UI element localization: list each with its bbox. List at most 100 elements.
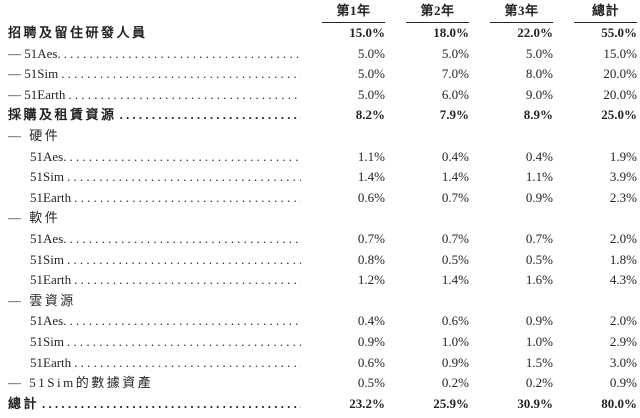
cell-year3 — [469, 208, 553, 229]
dot-leader — [69, 229, 301, 250]
cell-year2: 7.9% — [439, 107, 469, 123]
row-label-cell: — 51Aes. — [8, 44, 301, 65]
row-label: 51Earth — [30, 354, 72, 370]
cell-total — [553, 208, 637, 229]
cell-total: 80.0% — [601, 395, 637, 411]
column-header-total: 總計 — [553, 0, 637, 23]
cell-year2: 1.0% — [441, 333, 469, 349]
row-label-cell: — 51Sim — [8, 64, 301, 85]
cell-total: 2.0% — [609, 313, 637, 329]
cell-year2 — [385, 126, 469, 147]
dot-leader — [67, 250, 301, 271]
cell-year2 — [385, 208, 469, 229]
dot-leader — [42, 394, 301, 415]
dot-leader — [79, 291, 301, 312]
cell-year1: 0.7% — [357, 230, 385, 246]
table-row: 51Aes. 1.1% 0.4% 0.4% 1.9% — [8, 147, 637, 168]
row-label-cell: — 雲資源 — [8, 291, 301, 312]
row-label: 51Earth — [30, 272, 72, 288]
table-row: 總計 23.2% 25.9% 30.9% 80.0% — [8, 394, 637, 415]
dot-leader — [61, 64, 301, 85]
row-label-cell: 51Sim — [8, 167, 301, 188]
cell-year1: 23.2% — [349, 395, 385, 411]
cell-year1: 0.6% — [357, 189, 385, 205]
cell-total: 1.9% — [609, 148, 637, 164]
row-label-cell: — 51Sim的數據資產 — [8, 373, 301, 394]
cell-total — [553, 291, 637, 312]
table-row: 51Earth 0.6% 0.7% 0.9% 2.3% — [8, 188, 637, 209]
row-label: 51Aes. — [30, 313, 67, 329]
cell-total: 2.0% — [609, 230, 637, 246]
row-label: 51Aes. — [30, 148, 67, 164]
row-label: 51Sim — [30, 169, 64, 185]
row-label-cell: — 51Earth — [8, 85, 301, 106]
dot-leader — [120, 105, 301, 126]
cell-year1 — [301, 208, 385, 229]
cell-year2: 6.0% — [441, 86, 469, 102]
column-header-year2: 第2年 — [385, 0, 469, 23]
dot-leader — [69, 311, 301, 332]
cell-year3: 0.9% — [525, 189, 553, 205]
row-label: 總計 — [8, 395, 40, 411]
cell-year3: 1.1% — [525, 169, 553, 185]
dot-leader — [63, 126, 301, 147]
cell-year2: 0.5% — [441, 251, 469, 267]
dot-leader — [74, 188, 301, 209]
cell-year2 — [385, 291, 469, 312]
table-row: — 硬件 — [8, 126, 637, 147]
cell-year2: 1.4% — [441, 169, 469, 185]
row-label-cell: — 軟件 — [8, 208, 301, 229]
cell-total: 2.3% — [609, 189, 637, 205]
dot-leader — [74, 270, 301, 291]
dot-leader — [64, 44, 301, 65]
row-label-cell: 51Aes. — [8, 311, 301, 332]
cell-total: 3.9% — [609, 169, 637, 185]
row-label: — 51Earth — [8, 86, 66, 102]
table-row: 招聘及留住研發人員 15.0% 18.0% 22.0% 55.0% — [8, 23, 637, 44]
cell-year2: 0.2% — [441, 375, 469, 391]
cell-year3: 0.2% — [525, 375, 553, 391]
cell-year3: 0.5% — [525, 251, 553, 267]
cell-year1: 1.1% — [357, 148, 385, 164]
cell-year3: 0.9% — [525, 313, 553, 329]
cell-year1 — [301, 126, 385, 147]
cell-year1 — [301, 291, 385, 312]
cell-year3: 1.6% — [525, 272, 553, 288]
cell-year3 — [469, 291, 553, 312]
row-label: 51Earth — [30, 189, 72, 205]
cell-year1: 0.5% — [357, 375, 385, 391]
row-label-cell: 51Earth — [8, 188, 301, 209]
dot-leader — [156, 373, 301, 394]
dot-leader — [74, 353, 301, 374]
cell-total: 3.0% — [609, 354, 637, 370]
cell-total: 20.0% — [603, 86, 637, 102]
cell-total: 25.0% — [601, 107, 637, 123]
cell-year2: 0.7% — [441, 189, 469, 205]
row-label-cell: 總計 — [8, 394, 301, 415]
cell-year1: 0.4% — [357, 313, 385, 329]
cell-year1: 5.0% — [357, 45, 385, 61]
table-row: 51Aes. 0.4% 0.6% 0.9% 2.0% — [8, 311, 637, 332]
table-row: 51Sim 1.4% 1.4% 1.1% 3.9% — [8, 167, 637, 188]
row-label-cell: 51Aes. — [8, 147, 301, 168]
table-row: — 51Earth 5.0% 6.0% 9.0% 20.0% — [8, 85, 637, 106]
cell-year1: 5.0% — [357, 66, 385, 82]
row-label: 招聘及留住研發人員 — [8, 25, 148, 40]
table-row: 51Earth 1.2% 1.4% 1.6% 4.3% — [8, 270, 637, 291]
cell-year3: 9.0% — [525, 86, 553, 102]
cell-total: 20.0% — [603, 66, 637, 82]
cell-total: 0.9% — [609, 375, 637, 391]
row-label: — 雲資源 — [8, 292, 76, 308]
dot-leader — [69, 147, 301, 168]
row-label-cell: 招聘及留住研發人員 — [8, 23, 301, 44]
column-header-total-label: 總計 — [574, 0, 637, 23]
cell-year2: 0.4% — [441, 148, 469, 164]
row-label-cell: 採購及租賃資源 — [8, 105, 301, 126]
cell-total — [553, 126, 637, 147]
cell-year3: 1.5% — [525, 354, 553, 370]
row-label: 51Sim — [30, 333, 64, 349]
row-label-cell: 51Sim — [8, 332, 301, 353]
column-header-year1-label: 第1年 — [322, 0, 385, 23]
cell-year1: 1.2% — [357, 272, 385, 288]
